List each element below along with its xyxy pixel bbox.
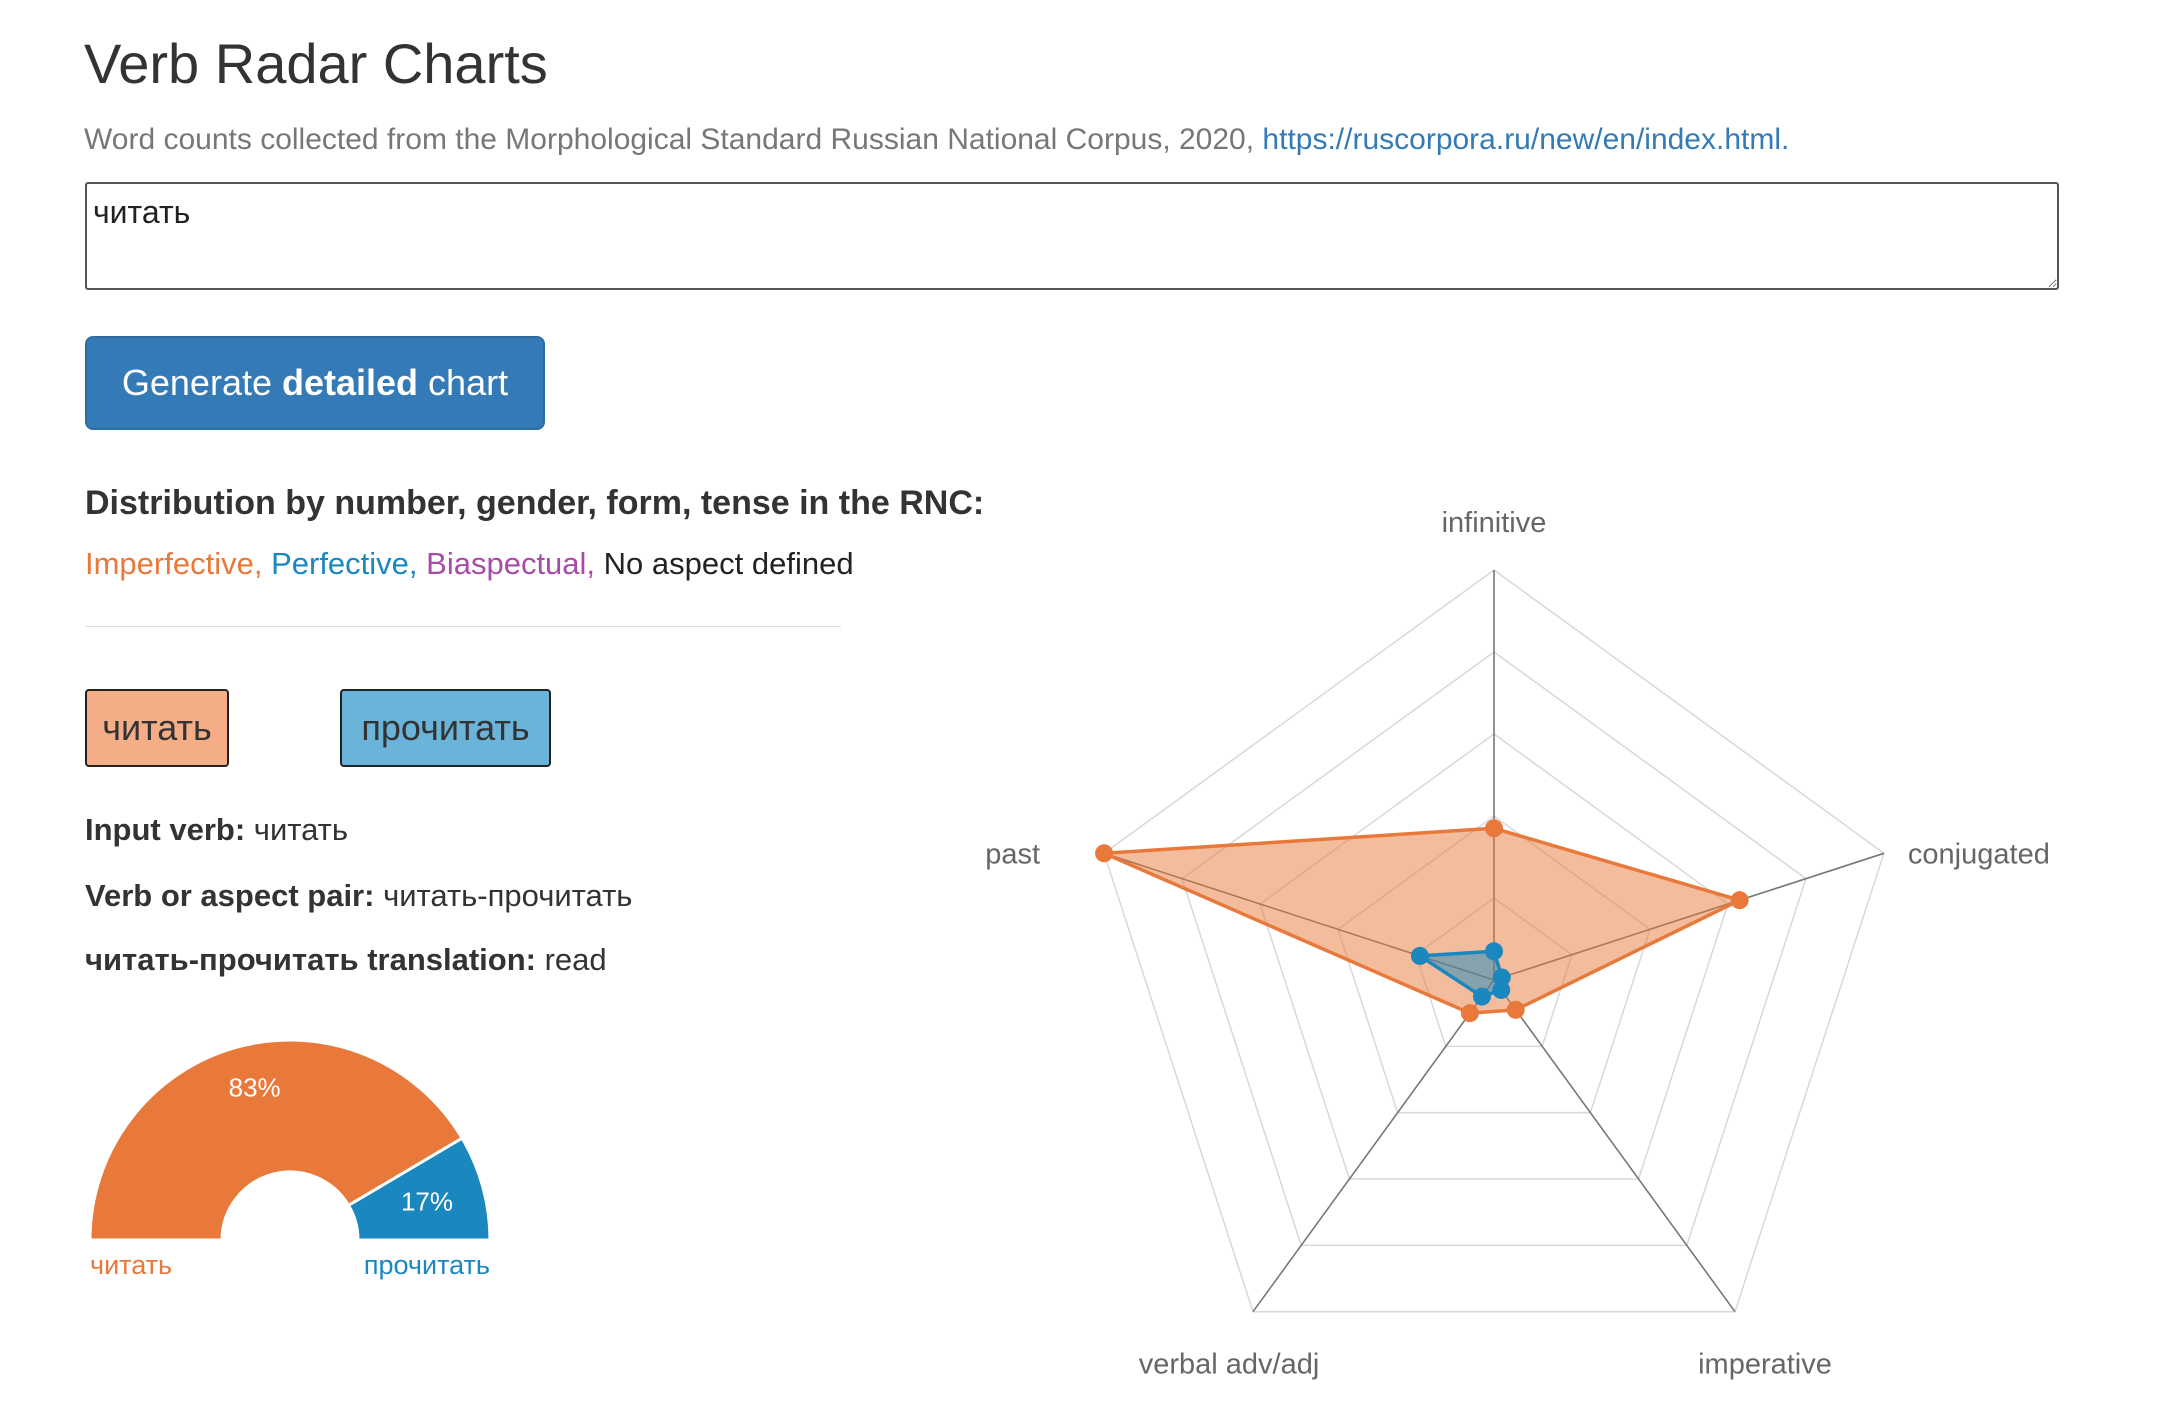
- radar-point: [1485, 942, 1503, 961]
- subtitle-text: Word counts collected from the Morpholog…: [84, 123, 1255, 156]
- gauge-percent-label: 83%: [229, 1073, 281, 1103]
- radar-point: [1485, 819, 1503, 838]
- radar-grid-ring: [1181, 651, 1807, 1247]
- radar-point: [1410, 946, 1429, 965]
- radar-series-читать: [1102, 826, 1742, 1015]
- aspect-pair-info: Verb or aspect pair: читать-прочитать: [85, 874, 632, 918]
- distribution-heading: Distribution by number, gender, form, te…: [85, 484, 985, 522]
- gauge-category-label: читать: [90, 1250, 172, 1280]
- legend-no-aspect: No aspect defined: [603, 546, 854, 581]
- imperfective-verb-button[interactable]: читать: [85, 689, 229, 767]
- aspect-share-gauge: 83% 17% читать прочитать: [88, 1038, 492, 1280]
- divider: [85, 626, 841, 627]
- gauge-slice-читать: [88, 1038, 465, 1242]
- radar-axis-label: conjugated: [1908, 838, 2050, 870]
- verb-input[interactable]: читать: [85, 182, 2059, 290]
- legend-imperfective: Imperfective,: [85, 546, 263, 581]
- gauge-percent-label: 17%: [401, 1187, 453, 1217]
- translation-value: read: [544, 942, 607, 977]
- translation-info: читать-прочитать translation: read: [85, 938, 607, 982]
- page-title: Verb Radar Charts: [84, 32, 548, 95]
- corpus-link[interactable]: https://ruscorpora.ru/new/en/index.html.: [1262, 123, 1790, 156]
- radar-point: [1506, 1000, 1525, 1019]
- input-verb-value: читать: [253, 812, 349, 847]
- radar-axis-label: imperative: [1698, 1349, 1832, 1380]
- aspect-pair-label: Verb or aspect pair:: [85, 878, 375, 913]
- radar-axis-label: past: [985, 838, 1040, 870]
- gauge-category-label: прочитать: [364, 1250, 490, 1280]
- radar-axis-line: [1252, 979, 1495, 1313]
- radar-point: [1730, 891, 1749, 910]
- page-subtitle: Word counts collected from the Morpholog…: [84, 118, 1789, 162]
- generate-button-prefix: Generate: [121, 362, 282, 403]
- legend-perfective: Perfective,: [271, 546, 418, 581]
- translation-label: читать-прочитать translation:: [85, 942, 536, 977]
- generate-button-suffix: chart: [418, 362, 509, 403]
- input-verb-info: Input verb: читать: [85, 808, 348, 852]
- aspect-pair-value: читать-прочитать: [383, 878, 633, 913]
- aspect-legend: Imperfective, Perfective, Biaspectual, N…: [85, 542, 854, 586]
- input-verb-label: Input verb:: [85, 812, 246, 847]
- generate-button-bold: detailed: [282, 362, 419, 403]
- radar-point: [1460, 1004, 1479, 1023]
- radar-point: [1492, 980, 1511, 999]
- gauge-slice-прочитать: [346, 1136, 492, 1242]
- legend-biaspectual: Biaspectual,: [426, 546, 596, 581]
- radar-axis-line: [1493, 979, 1736, 1313]
- radar-chart: infinitive conjugated imperative verbal adv…: [985, 507, 2050, 1380]
- radar-point: [1095, 844, 1114, 863]
- radar-point: [1472, 987, 1491, 1006]
- radar-grid-ring: [1103, 569, 1885, 1313]
- radar-axis-label: verbal adv/adj: [1139, 1349, 1320, 1380]
- generate-detailed-chart-button[interactable]: Generate detailed chart: [85, 336, 545, 430]
- perfective-verb-button[interactable]: прочитать: [340, 689, 551, 767]
- radar-axis-label: infinitive: [1442, 507, 1547, 539]
